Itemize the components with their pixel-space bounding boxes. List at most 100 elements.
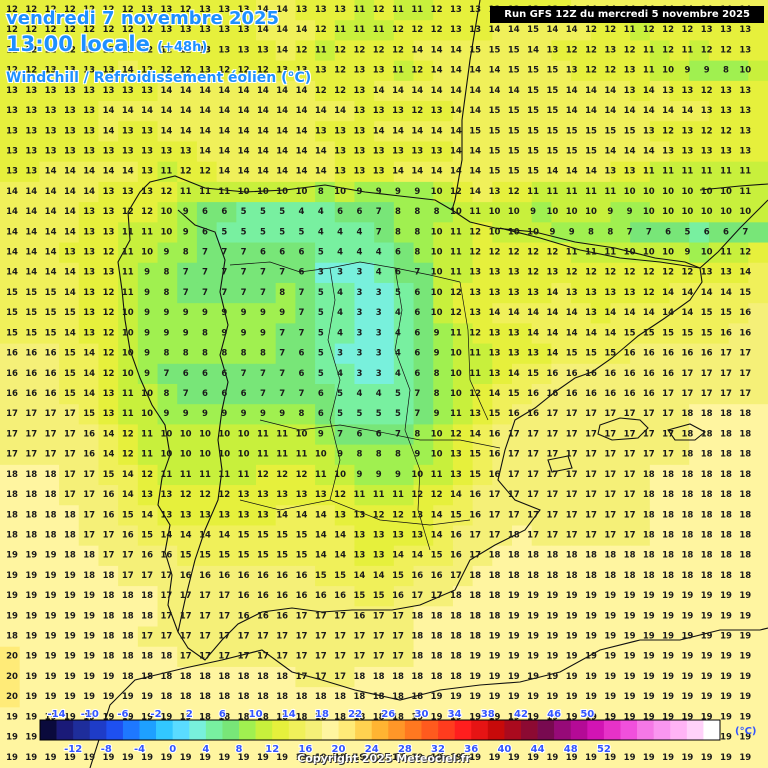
grid-value: 14 (83, 369, 95, 379)
field-cell (354, 40, 375, 62)
grid-value: 10 (334, 470, 346, 480)
grid-value: 13 (681, 126, 693, 136)
field-cell (433, 161, 454, 183)
grid-value: 8 (414, 207, 420, 217)
grid-value: 5 (395, 389, 401, 399)
grid-value: 12 (103, 248, 115, 258)
grid-value: 13 (64, 86, 76, 96)
field-cell (708, 141, 730, 163)
field-cell (295, 303, 316, 324)
grid-value: 16 (566, 389, 578, 399)
field-cell (748, 242, 768, 264)
grid-value: 10 (411, 470, 423, 480)
field-cell (748, 121, 768, 143)
grid-value: 19 (25, 632, 37, 642)
field-cell (19, 464, 40, 486)
grid-value: 14 (315, 106, 327, 116)
grid-value: 14 (681, 288, 693, 298)
grid-value: 19 (6, 733, 18, 743)
grid-value: 18 (701, 510, 713, 520)
field-cell (669, 464, 690, 486)
grid-value: 11 (450, 227, 462, 237)
field-cell (275, 80, 296, 102)
grid-value: 15 (64, 369, 76, 379)
field-cell (571, 101, 592, 122)
field-cell (0, 0, 21, 21)
field-cell (512, 282, 533, 304)
field-cell (531, 242, 552, 264)
grid-value: 18 (662, 510, 674, 520)
grid-value: 15 (739, 288, 751, 298)
field-cell (39, 80, 60, 102)
grid-value: 12 (103, 349, 115, 359)
field-cell (610, 222, 631, 244)
field-cell (571, 121, 592, 143)
grid-value: 18 (392, 672, 404, 682)
grid-value: 14 (604, 147, 616, 157)
field-cell (531, 323, 552, 345)
field-cell (78, 222, 100, 244)
grid-value: 14 (257, 147, 269, 157)
field-cell (728, 40, 749, 62)
grid-value: 17 (334, 652, 346, 662)
legend-swatch (637, 720, 654, 740)
grid-value: 8 (588, 227, 594, 237)
field-cell (669, 202, 690, 223)
field-cell (334, 384, 356, 405)
grid-value: 17 (64, 409, 76, 419)
grid-value: 16 (25, 369, 37, 379)
grid-value: 13 (720, 268, 732, 278)
field-cell (196, 424, 218, 446)
grid-value: 13 (103, 409, 115, 419)
field-cell (216, 323, 237, 345)
field-cell (39, 444, 60, 466)
grid-value: 19 (25, 712, 37, 722)
field-cell (531, 262, 552, 284)
grid-value: 14 (6, 187, 18, 197)
field-cell (551, 363, 572, 385)
field-cell (590, 20, 612, 42)
grid-value: 16 (6, 369, 18, 379)
grid-value: 18 (720, 510, 732, 520)
field-cell (649, 40, 671, 62)
grid-value: 19 (624, 611, 636, 621)
field-cell (157, 303, 178, 324)
field-cell (689, 384, 710, 405)
grid-value: 3 (356, 349, 362, 359)
field-cell (137, 80, 159, 102)
field-cell (728, 222, 749, 244)
field-cell (39, 141, 60, 163)
field-cell (256, 161, 277, 183)
field-cell (19, 424, 40, 446)
field-cell (236, 363, 257, 385)
grid-value: 14 (238, 86, 250, 96)
grid-value: 18 (604, 571, 616, 581)
grid-value: 14 (334, 531, 346, 541)
grid-value: 13 (450, 470, 462, 480)
grid-value: 13 (103, 187, 115, 197)
grid-value: 11 (373, 25, 385, 35)
grid-value: 14 (334, 551, 346, 561)
field-cell (413, 40, 434, 62)
grid-value: 13 (489, 288, 501, 298)
grid-value: 17 (604, 409, 616, 419)
grid-value: 17 (546, 510, 558, 520)
grid-value: 14 (566, 167, 578, 177)
grid-value: 19 (103, 692, 115, 702)
grid-value: 7 (337, 429, 343, 439)
field-cell (610, 20, 631, 42)
run-info-badge: Run GFS 12Z du mercredi 5 novembre 2025 (490, 6, 764, 23)
grid-value: 18 (64, 531, 76, 541)
field-cell (59, 101, 80, 122)
grid-value: 16 (643, 349, 655, 359)
grid-value: 18 (585, 551, 597, 561)
field-cell (256, 464, 277, 486)
grid-value: 18 (257, 692, 269, 702)
grid-value: 19 (45, 571, 57, 581)
field-cell (630, 343, 651, 365)
grid-value: 16 (296, 591, 308, 601)
grid-value: 19 (662, 611, 674, 621)
field-cell (216, 161, 237, 183)
field-cell (728, 485, 749, 506)
grid-value: 17 (662, 429, 674, 439)
